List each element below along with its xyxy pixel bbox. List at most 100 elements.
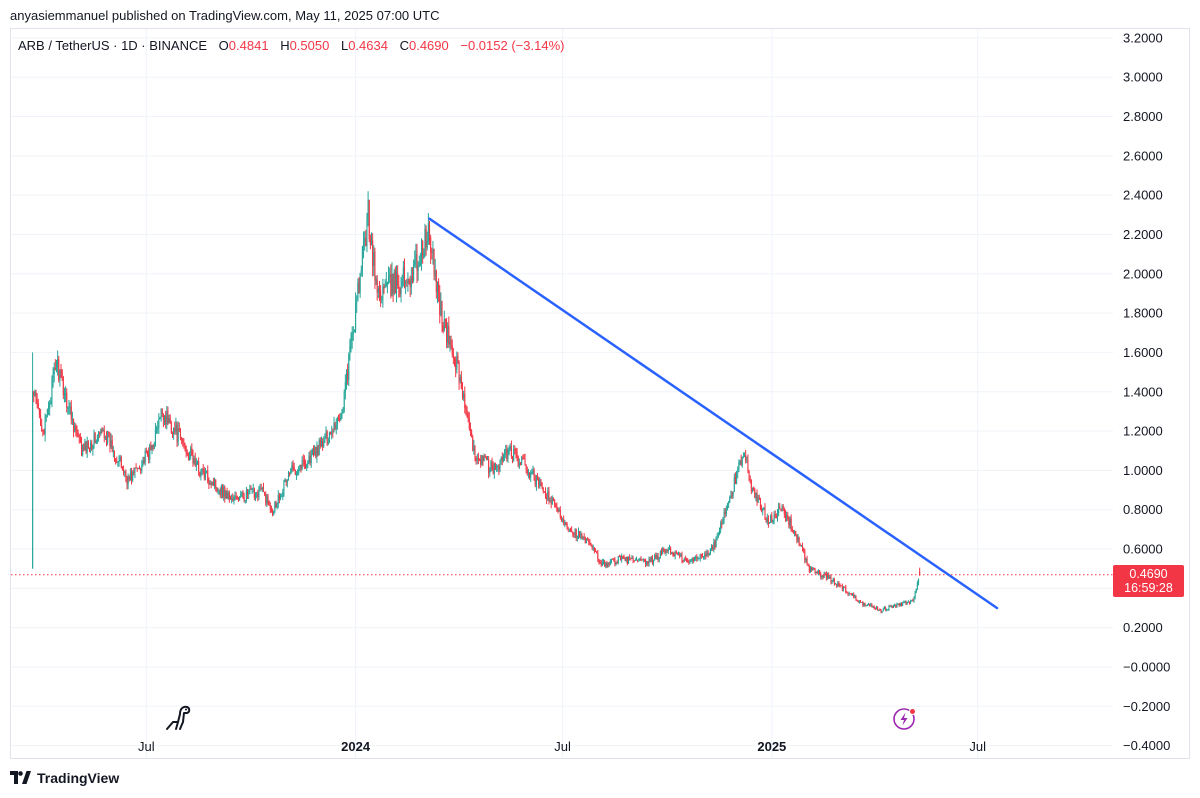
candle [911,599,913,602]
candle [248,489,250,500]
symbol-label[interactable]: ARB / TetherUS · 1D · BINANCE [18,38,208,53]
candle [166,405,168,430]
candle-body [378,288,381,291]
candle [365,229,367,247]
candle [542,486,544,494]
candle-body [857,600,859,603]
candle [768,521,771,524]
candle-body [444,318,446,322]
candle [206,470,208,474]
candle [210,480,212,489]
candle [641,559,643,561]
lightning-icon[interactable] [892,706,918,737]
candle-body [852,594,854,596]
candle-body [888,606,890,610]
candle-body [264,491,266,494]
candle-body [96,435,98,441]
candle-body [740,460,742,466]
candle-body [198,461,200,472]
candle-body [60,369,62,371]
candle-body [99,432,101,434]
candle [304,459,307,469]
candle-body [556,507,558,511]
candle-body [850,593,852,595]
candle-body [466,409,468,414]
candle-body [650,557,652,562]
candle-body [866,605,868,606]
candle-body [718,530,721,535]
candle [687,558,689,563]
candle-body [418,263,420,266]
candle [813,567,815,570]
candle [557,507,559,514]
candle-body [373,251,375,266]
candle-body [381,299,383,300]
candle [902,601,904,607]
candle-body [202,468,204,472]
candle [560,515,562,522]
candle [328,431,330,444]
candle-body [207,470,209,482]
candle-body [675,551,677,554]
candle-body [892,605,895,608]
candle-body [772,520,774,522]
candle-body [170,423,172,433]
candle-body [575,529,577,538]
candle-body [258,491,260,497]
tradingview-logo-icon[interactable] [10,771,32,785]
open-value: 0.4841 [228,38,269,53]
candle-body [809,567,812,572]
candle [482,455,484,467]
candle-body [369,238,371,245]
candle [646,560,648,567]
brand-name[interactable]: TradingView [37,770,120,786]
candle [759,497,762,511]
candle-body [191,448,193,456]
candle [342,407,344,414]
candle [170,420,172,434]
candle [604,559,606,567]
y-tick-label: 1.0000 [1123,463,1163,478]
candle-body [224,487,226,498]
candle [141,460,143,474]
candle [374,247,376,289]
candle-body [908,601,910,604]
candle [583,533,585,541]
candle-body [426,240,428,248]
candle [526,466,528,476]
candle [740,454,742,467]
candle-body [326,431,328,444]
dinosaur-icon[interactable] [164,702,194,737]
candle-body [415,254,417,261]
candle [836,583,838,588]
candle-body [566,524,568,529]
footer: TradingView [10,770,119,786]
candle-body [435,270,437,293]
candle [69,402,71,415]
candle-body [894,604,896,606]
y-tick-label: 2.2000 [1123,227,1163,242]
candle [676,552,678,556]
candle [158,413,160,434]
candle-body [525,464,527,471]
candle-body [773,514,775,521]
candle-body [395,273,398,294]
candle [285,479,287,487]
candle-body [190,448,192,457]
candle-body [428,223,431,238]
candle-body [749,478,751,480]
candle [469,422,472,437]
candle [624,557,626,561]
candle-body [639,558,641,560]
candle-body [502,455,504,461]
candle-body [460,377,462,389]
candle-body [90,443,92,452]
candle-body [203,471,205,478]
candle-body [86,440,88,453]
candle-body [751,488,754,492]
candle-body [753,488,755,489]
candle-body [656,555,658,559]
candle-body [783,508,785,514]
candle-body [670,548,672,555]
